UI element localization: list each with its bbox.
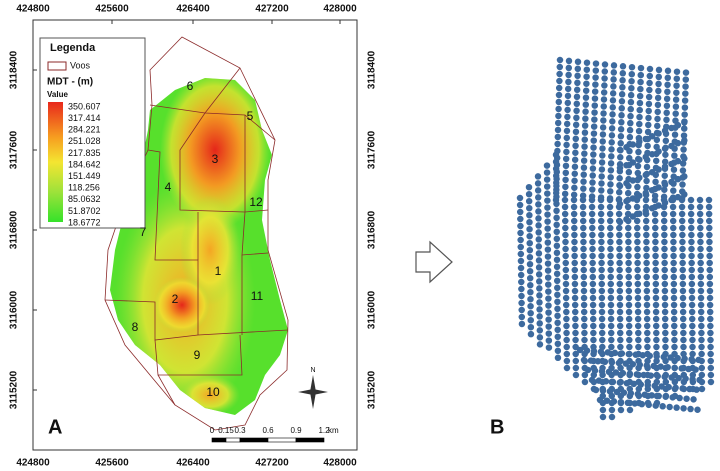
flight-strip (583, 63, 587, 200)
flight-strip (664, 71, 668, 200)
flight-strip (547, 166, 549, 355)
flight-strip (565, 200, 567, 371)
legend-swatch (48, 62, 66, 70)
flight-number: 4 (165, 180, 172, 194)
flight-strip (601, 200, 603, 420)
x-coordinate-label: 424800 (16, 458, 50, 469)
legend-value: 350.607 (68, 101, 101, 111)
arrow (416, 242, 452, 282)
flight-number: 3 (212, 152, 219, 166)
flight-strip (538, 176, 540, 346)
legend-value: 184.642 (68, 159, 101, 169)
legend-value: 217.835 (68, 148, 101, 158)
figure: Legenda Voos MDT - (m) Value N A B 42480… (0, 0, 720, 471)
flight-number: 12 (249, 195, 263, 209)
flight-strip (592, 200, 594, 395)
flight-strip (709, 200, 711, 387)
flight-strip (682, 73, 686, 200)
x-coordinate-label: 426400 (176, 4, 210, 15)
x-coordinate-label: 424800 (16, 4, 50, 15)
x-coordinate-label: 425600 (95, 458, 129, 469)
flight-strip (646, 69, 650, 200)
flight-number: 7 (140, 225, 147, 239)
y-coordinate-label: 3117600 (9, 130, 20, 169)
scale-bar (226, 438, 240, 442)
color-ramp (48, 102, 63, 222)
flight-strip (610, 65, 614, 200)
legend-title: Legenda (50, 42, 96, 54)
flight-strip (529, 187, 531, 338)
y-coordinate-label: 3117600 (367, 130, 378, 169)
flight-strip (619, 66, 623, 200)
scale-bar (296, 438, 324, 442)
x-coordinate-label: 426400 (176, 458, 210, 469)
scale-label: 0.3 (234, 426, 246, 435)
flight-strip (565, 61, 569, 200)
y-coordinate-label: 3118400 (9, 50, 20, 89)
legend-heading: MDT - (m) (47, 77, 93, 88)
legend-label: Voos (70, 60, 91, 70)
x-coordinate-label: 427200 (255, 4, 289, 15)
panel-label: A (48, 416, 62, 438)
flight-strip (574, 200, 576, 379)
y-coordinate-label: 3116800 (9, 210, 20, 249)
flight-number: 6 (187, 79, 194, 93)
flight-number: 9 (194, 348, 201, 362)
legend-value: 284.221 (68, 125, 101, 135)
north-label: N (310, 367, 315, 374)
point-cloud (520, 60, 711, 420)
scale-unit: km (328, 426, 339, 435)
flight-strip (520, 198, 522, 330)
scale-label: 0 (210, 426, 215, 435)
x-coordinate-label: 428000 (323, 4, 357, 15)
flight-number: 10 (206, 385, 220, 399)
panel-label: B (490, 416, 504, 438)
scale-label: 0.15 (218, 426, 234, 435)
legend-heading: Value (47, 90, 68, 99)
flight-number: 5 (247, 109, 254, 123)
flight-strip (574, 62, 578, 200)
flight-number: 2 (172, 292, 179, 306)
flight-strip (628, 200, 630, 412)
y-coordinate-label: 3116000 (367, 290, 378, 329)
scale-label: 0.9 (290, 426, 302, 435)
legend-value: 18.6772 (68, 217, 101, 227)
y-coordinate-label: 3115200 (9, 370, 20, 409)
scale-label: 0.6 (262, 426, 274, 435)
flight-strip (655, 200, 657, 404)
flight-number: 11 (251, 289, 264, 303)
legend-value: 251.028 (68, 136, 101, 146)
scale-bar (240, 438, 268, 442)
flight-number: 1 (215, 264, 222, 278)
flight-strip (601, 65, 605, 201)
scale-bar (268, 438, 296, 442)
flight-strip (664, 200, 666, 401)
scale-bar (212, 438, 226, 442)
legend-value: 151.449 (68, 171, 101, 181)
flight-strip (592, 64, 596, 200)
x-coordinate-label: 427200 (255, 458, 289, 469)
flight-number: 8 (132, 320, 139, 334)
y-coordinate-label: 3118400 (367, 50, 378, 89)
x-coordinate-label: 425600 (95, 4, 129, 15)
legend-value: 118.256 (68, 183, 100, 193)
x-coordinate-label: 428000 (323, 458, 357, 469)
y-coordinate-label: 3116000 (9, 290, 20, 329)
legend-value: 85.0632 (68, 194, 101, 204)
y-coordinate-label: 3115200 (367, 370, 378, 409)
legend-value: 317.414 (68, 113, 101, 123)
legend-value: 51.8702 (68, 206, 101, 216)
flight-strip (691, 200, 693, 393)
y-coordinate-label: 3116800 (367, 210, 378, 249)
